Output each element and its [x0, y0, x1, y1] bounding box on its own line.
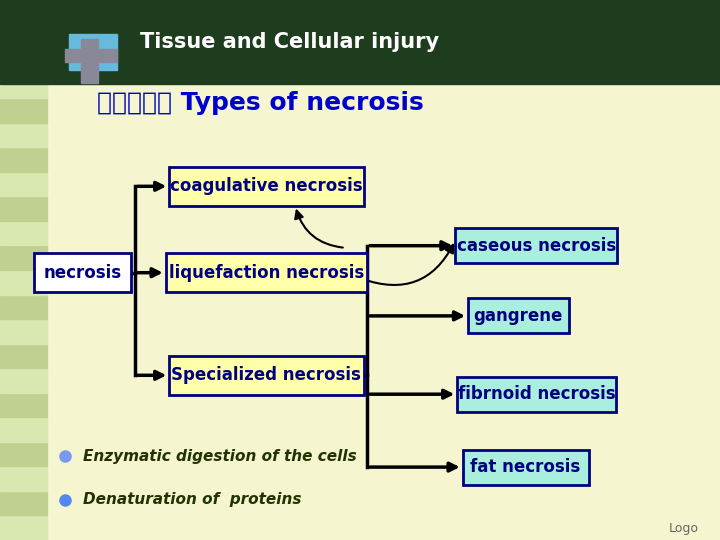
Bar [68, 34, 117, 70]
Bar [0, 0, 47, 24]
FancyBboxPatch shape [457, 377, 616, 411]
Bar [0, 49, 47, 73]
FancyBboxPatch shape [468, 298, 569, 333]
Bar [0, 294, 47, 319]
Bar [0, 147, 47, 172]
Bar [0, 0, 720, 84]
Bar [0, 319, 47, 343]
Bar [0, 24, 47, 49]
Bar [0, 172, 47, 197]
Bar [65, 49, 117, 62]
FancyBboxPatch shape [169, 356, 364, 395]
Bar [0, 98, 47, 123]
Bar [0, 393, 47, 417]
Bar [0, 343, 47, 368]
Text: fibrnoid necrosis: fibrnoid necrosis [458, 385, 615, 403]
FancyBboxPatch shape [169, 167, 364, 206]
Bar [0, 467, 47, 491]
FancyBboxPatch shape [35, 253, 132, 292]
FancyBboxPatch shape [455, 228, 618, 263]
Text: fat necrosis: fat necrosis [470, 458, 581, 476]
Text: Enzymatic digestion of the cells: Enzymatic digestion of the cells [83, 449, 356, 464]
FancyBboxPatch shape [462, 449, 588, 485]
Bar [0, 491, 47, 516]
Bar [0, 417, 47, 442]
Text: 坏死的类型 Types of necrosis: 坏死的类型 Types of necrosis [97, 91, 424, 114]
FancyBboxPatch shape [166, 253, 367, 292]
Bar [0, 73, 47, 98]
Bar [0, 270, 47, 294]
Text: caseous necrosis: caseous necrosis [456, 237, 616, 255]
Text: gangrene: gangrene [474, 307, 563, 325]
Bar [0, 442, 47, 467]
Bar [0, 246, 47, 270]
Text: coagulative necrosis: coagulative necrosis [170, 177, 363, 195]
Bar [0, 123, 47, 147]
Text: necrosis: necrosis [44, 264, 122, 282]
Bar [0, 197, 47, 221]
Bar [81, 39, 98, 83]
Text: Logo: Logo [668, 522, 698, 535]
Bar [0, 221, 47, 246]
Text: Denaturation of  proteins: Denaturation of proteins [83, 492, 301, 507]
Bar [0, 516, 47, 540]
Text: Specialized necrosis: Specialized necrosis [171, 366, 361, 384]
Bar [0, 368, 47, 393]
Text: Tissue and Cellular injury: Tissue and Cellular injury [140, 32, 439, 52]
Text: liquefaction necrosis: liquefaction necrosis [168, 264, 364, 282]
